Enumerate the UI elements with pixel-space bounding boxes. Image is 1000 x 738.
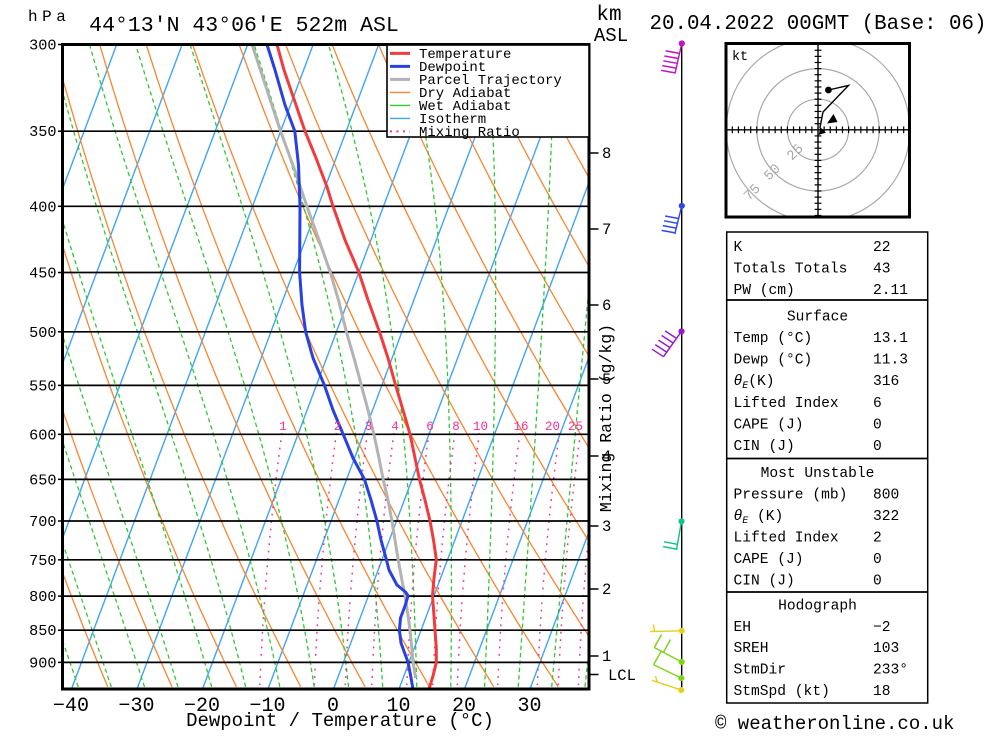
svg-text:2: 2 (602, 581, 611, 599)
svg-text:650: 650 (29, 471, 56, 489)
svg-text:Dewpoint: Dewpoint (419, 60, 486, 76)
svg-text:Dry Adiabat: Dry Adiabat (419, 86, 511, 102)
svg-text:© weatheronline.co.uk: © weatheronline.co.uk (715, 713, 954, 733)
svg-text:Totals Totals: Totals Totals (734, 261, 848, 277)
svg-text:−20: −20 (184, 695, 220, 718)
svg-text:16: 16 (513, 420, 528, 434)
svg-text:0: 0 (873, 417, 882, 433)
svg-text:11.3: 11.3 (873, 353, 908, 369)
svg-text:400: 400 (29, 198, 56, 216)
svg-text:Parcel Trajectory: Parcel Trajectory (419, 73, 562, 89)
svg-text:Mixing Ratio (g/kg): Mixing Ratio (g/kg) (597, 324, 616, 512)
svg-text:3: 3 (602, 518, 611, 536)
svg-text:Most Unstable: Most Unstable (761, 466, 875, 482)
svg-text:8: 8 (452, 420, 460, 434)
svg-text:450: 450 (29, 265, 56, 283)
svg-text:316: 316 (873, 374, 899, 390)
svg-text:8: 8 (602, 145, 611, 163)
svg-text:7: 7 (602, 221, 611, 239)
svg-text:103: 103 (873, 641, 899, 657)
svg-text:850: 850 (29, 622, 56, 640)
svg-text:0: 0 (327, 695, 339, 718)
svg-text:Temp (°C): Temp (°C) (734, 331, 813, 347)
svg-text:13.1: 13.1 (873, 331, 908, 347)
svg-text:2.11: 2.11 (873, 283, 908, 299)
svg-text:θE(K): θE(K) (734, 374, 775, 392)
svg-text:0: 0 (873, 552, 882, 568)
svg-text:Wet Adiabat: Wet Adiabat (419, 99, 511, 115)
svg-text:18: 18 (873, 684, 891, 700)
svg-text:550: 550 (29, 377, 56, 395)
svg-text:−2: −2 (873, 620, 891, 636)
svg-text:500: 500 (29, 324, 56, 342)
svg-text:hPa: hPa (28, 8, 70, 26)
svg-text:10: 10 (386, 695, 410, 718)
svg-text:K: K (734, 240, 743, 256)
svg-text:−10: −10 (249, 695, 285, 718)
svg-text:600: 600 (29, 426, 56, 444)
svg-text:PW (cm): PW (cm) (734, 283, 795, 299)
svg-text:CIN (J): CIN (J) (734, 439, 795, 455)
svg-text:CIN (J): CIN (J) (734, 574, 795, 590)
svg-text:6: 6 (602, 297, 611, 315)
svg-text:800: 800 (29, 588, 56, 606)
svg-text:20: 20 (545, 420, 560, 434)
svg-text:4: 4 (391, 420, 399, 434)
svg-text:2: 2 (873, 531, 882, 547)
svg-text:Lifted Index: Lifted Index (734, 396, 839, 412)
svg-text:Pressure (mb): Pressure (mb) (734, 488, 848, 504)
svg-text:10: 10 (473, 420, 488, 434)
svg-text:Temperature: Temperature (419, 47, 511, 63)
svg-text:km: km (596, 4, 621, 27)
svg-text:233°: 233° (873, 663, 908, 679)
svg-text:2: 2 (334, 420, 342, 434)
svg-text:750: 750 (29, 552, 56, 570)
svg-text:22: 22 (873, 240, 891, 256)
svg-text:kt: kt (732, 50, 748, 65)
svg-text:Isotherm: Isotherm (419, 112, 486, 128)
svg-text:6: 6 (426, 420, 434, 434)
svg-text:322: 322 (873, 509, 899, 525)
svg-text:SREH: SREH (734, 641, 769, 657)
svg-text:1: 1 (279, 420, 287, 434)
svg-text:Hodograph: Hodograph (778, 598, 857, 614)
svg-text:4: 4 (602, 448, 611, 466)
svg-text:CAPE (J): CAPE (J) (734, 417, 804, 433)
svg-text:EH: EH (734, 620, 752, 636)
svg-text:44°13'N 43°06'E 522m ASL: 44°13'N 43°06'E 522m ASL (89, 14, 399, 38)
svg-text:Dewp (°C): Dewp (°C) (734, 353, 813, 369)
svg-text:LCL: LCL (608, 667, 636, 685)
svg-text:350: 350 (29, 123, 56, 141)
svg-text:Surface: Surface (787, 309, 848, 325)
svg-text:300: 300 (29, 37, 56, 55)
svg-text:StmSpd (kt): StmSpd (kt) (734, 684, 830, 700)
svg-text:0: 0 (873, 574, 882, 590)
svg-text:Lifted Index: Lifted Index (734, 531, 839, 547)
svg-text:Mixing Ratio: Mixing Ratio (419, 125, 520, 141)
svg-text:5: 5 (602, 371, 611, 389)
svg-text:25: 25 (568, 420, 583, 434)
svg-text:−30: −30 (118, 695, 154, 718)
svg-text:43: 43 (873, 261, 891, 277)
svg-text:StmDir: StmDir (734, 663, 787, 679)
svg-text:θE (K): θE (K) (734, 509, 784, 527)
svg-text:0: 0 (873, 439, 882, 455)
svg-text:20: 20 (452, 695, 476, 718)
svg-text:1: 1 (602, 648, 611, 666)
svg-text:−40: −40 (53, 695, 89, 718)
svg-text:700: 700 (29, 513, 56, 531)
svg-text:3: 3 (365, 420, 373, 434)
svg-text:6: 6 (873, 396, 882, 412)
svg-text:20.04.2022 00GMT (Base: 06): 20.04.2022 00GMT (Base: 06) (650, 13, 987, 36)
svg-text:Dewpoint / Temperature (°C): Dewpoint / Temperature (°C) (186, 710, 494, 732)
svg-text:CAPE (J): CAPE (J) (734, 552, 804, 568)
svg-text:900: 900 (29, 654, 56, 672)
svg-text:ASL: ASL (594, 25, 628, 47)
svg-text:800: 800 (873, 488, 899, 504)
svg-text:30: 30 (517, 695, 541, 718)
